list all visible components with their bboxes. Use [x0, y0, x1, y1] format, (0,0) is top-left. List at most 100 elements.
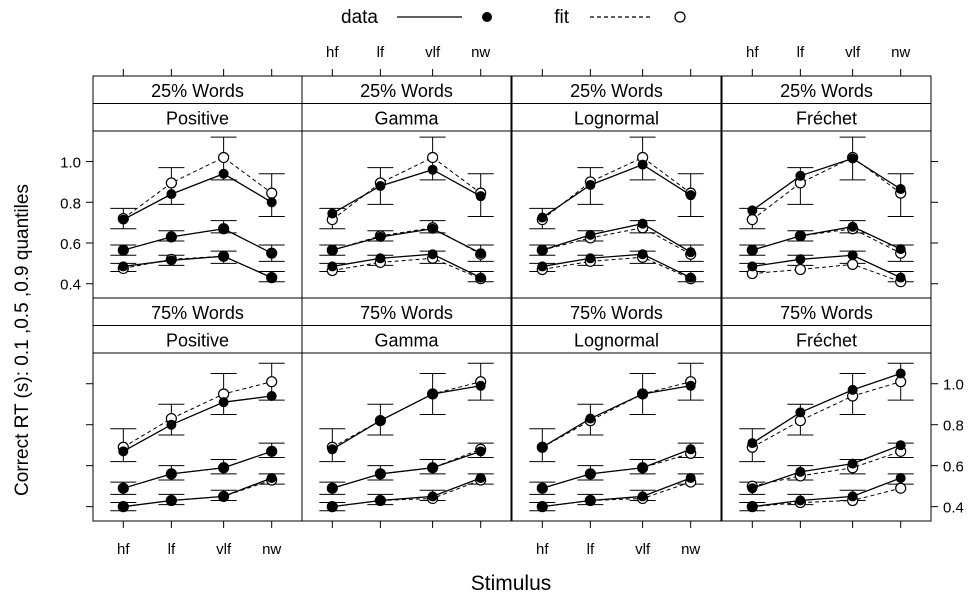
data-point — [685, 190, 696, 201]
fit-line-q1 — [752, 487, 901, 508]
fit-line-q1 — [542, 256, 691, 280]
data-point — [427, 491, 438, 502]
data-point — [475, 472, 486, 483]
legend-data-marker — [482, 12, 492, 22]
y-tick-label-right: 1.0 — [943, 377, 964, 394]
strip-bottom-box — [721, 103, 932, 132]
data-point — [747, 261, 758, 272]
data-point — [747, 438, 758, 449]
legend-fit-marker — [674, 11, 686, 23]
data-point — [585, 413, 596, 424]
data-point — [266, 248, 277, 259]
data-point — [266, 391, 277, 402]
data-point — [218, 168, 229, 179]
data-point — [895, 368, 906, 379]
data-point — [166, 189, 177, 200]
data-point — [475, 248, 486, 259]
strip-top-box — [721, 297, 932, 326]
data-point — [266, 472, 277, 483]
data-point — [218, 223, 229, 234]
data-line-q2 — [542, 222, 692, 253]
data-point — [895, 244, 906, 255]
fit-point — [847, 258, 859, 270]
data-point — [118, 446, 129, 457]
y-tick-label-left: 1.0 — [60, 155, 81, 172]
data-point — [427, 249, 438, 260]
data-point — [327, 483, 338, 494]
panel-1: 25% Words Positive — [92, 75, 303, 299]
strip-top-box — [511, 297, 722, 326]
data-point — [637, 388, 648, 399]
data-point — [537, 442, 548, 453]
panel-7: 75% Words Lognormal — [511, 297, 722, 522]
data-point — [218, 491, 229, 502]
x-tick-label-top: vlf — [425, 44, 441, 61]
data-point — [685, 380, 696, 391]
data-point — [218, 397, 229, 408]
legend: data fit — [341, 7, 686, 28]
data-line-q2 — [123, 450, 272, 489]
fit-line-q2 — [332, 448, 481, 489]
strip-bottom-label: Gamma — [374, 109, 439, 129]
data-line-q1 — [332, 253, 481, 279]
data-point — [537, 261, 548, 272]
x-tick-label-top: nw — [891, 44, 910, 61]
strip-bottom-label: Positive — [166, 331, 229, 351]
data-point — [795, 170, 806, 181]
data-line-q2 — [752, 444, 901, 489]
data-point — [637, 249, 648, 260]
data-point — [585, 179, 596, 190]
x-tick-label-top: hf — [746, 44, 759, 61]
fit-line-q1 — [123, 479, 272, 508]
data-line-q1 — [752, 477, 901, 508]
axes: hf lf vlf nw hf lf vlf nw hf lf vlf nw hf lf vlf nw 0.4 0… — [60, 44, 964, 558]
data-point — [847, 491, 858, 502]
x-tick-label-top: lf — [797, 44, 805, 61]
y-tick-label-right: 0.8 — [943, 418, 964, 435]
data-point — [685, 247, 696, 258]
fit-line-q1 — [123, 255, 272, 279]
fit-point — [794, 263, 806, 276]
strip-top-label: 25% Words — [780, 81, 873, 101]
fit-line-q3 — [541, 156, 691, 220]
panel-6: 75% Words Gamma — [301, 297, 512, 522]
data-line-q2 — [542, 448, 691, 489]
data-point — [166, 231, 177, 242]
data-point — [847, 384, 858, 395]
data-point — [427, 462, 438, 473]
data-point — [118, 245, 129, 256]
data-point — [747, 501, 758, 512]
fit-point — [266, 376, 278, 388]
x-axis-label: Stimulus — [471, 572, 552, 595]
fit-line-q2 — [542, 452, 691, 489]
legend-data-label: data — [341, 7, 378, 28]
data-point — [118, 214, 129, 225]
x-tick-label-bottom: nw — [681, 541, 700, 558]
panel-2: 25% Words Gamma — [301, 75, 512, 299]
strip-top-label: 75% Words — [360, 303, 453, 323]
data-point — [537, 501, 548, 512]
data-point — [747, 205, 758, 216]
strip-top-box — [92, 297, 303, 326]
data-point — [327, 501, 338, 512]
data-point — [847, 458, 858, 469]
data-point — [218, 251, 229, 262]
data-point — [266, 446, 277, 457]
strip-bottom-label: Positive — [166, 109, 229, 129]
data-point — [218, 462, 229, 473]
strip-top-box — [92, 75, 303, 104]
y-tick-label-right: 0.4 — [943, 500, 964, 517]
data-point — [795, 466, 806, 477]
fit-line-q1 — [332, 479, 481, 508]
fit-point — [266, 187, 278, 199]
panel-3: 25% Words Lognormal — [511, 75, 722, 299]
x-tick-label-top: nw — [471, 44, 490, 61]
data-point — [166, 419, 177, 430]
strip-bottom-box — [301, 325, 512, 354]
y-tick-label-left: 0.6 — [60, 236, 81, 253]
strip-bottom-box — [511, 103, 722, 132]
y-tick-label-right: 0.6 — [943, 459, 964, 476]
data-point — [118, 261, 129, 272]
data-point — [475, 380, 486, 391]
data-point — [895, 472, 906, 483]
